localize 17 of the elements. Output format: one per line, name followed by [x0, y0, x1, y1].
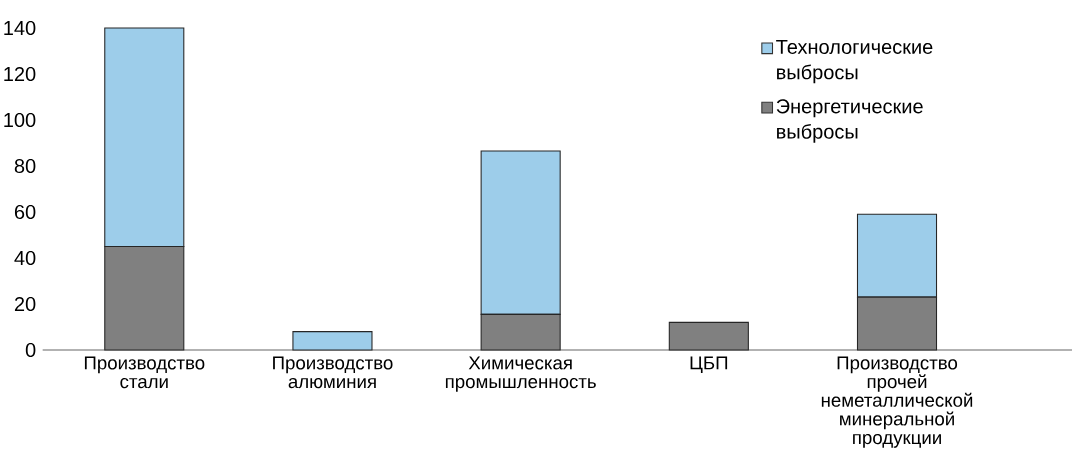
x-tick-label: ЦБП — [690, 356, 728, 374]
bar — [668, 321, 749, 351]
x-tick-label: Производство прочей неметаллической минеральной продукции — [821, 356, 973, 448]
y-tick-label: 140 — [4, 20, 36, 36]
legend-label: Энергетические выбросы — [776, 99, 923, 143]
y-tick-label: 100 — [4, 112, 36, 128]
y-tick-label: 60 — [14, 204, 36, 220]
y-tick-label: 120 — [4, 66, 36, 82]
x-tick-label: Производство алюминия — [273, 356, 393, 389]
y-tick-label: 40 — [14, 250, 36, 266]
x-tick-label: Химическая промышленность — [445, 356, 596, 392]
y-tick-label: 0 — [25, 342, 36, 358]
x-tick-label: Производство стали — [84, 356, 205, 389]
y-tick-label: 20 — [14, 296, 36, 312]
bar — [292, 331, 373, 351]
legend-label: Технологические выбросы — [776, 40, 933, 84]
y-tick-label: 80 — [14, 158, 36, 174]
